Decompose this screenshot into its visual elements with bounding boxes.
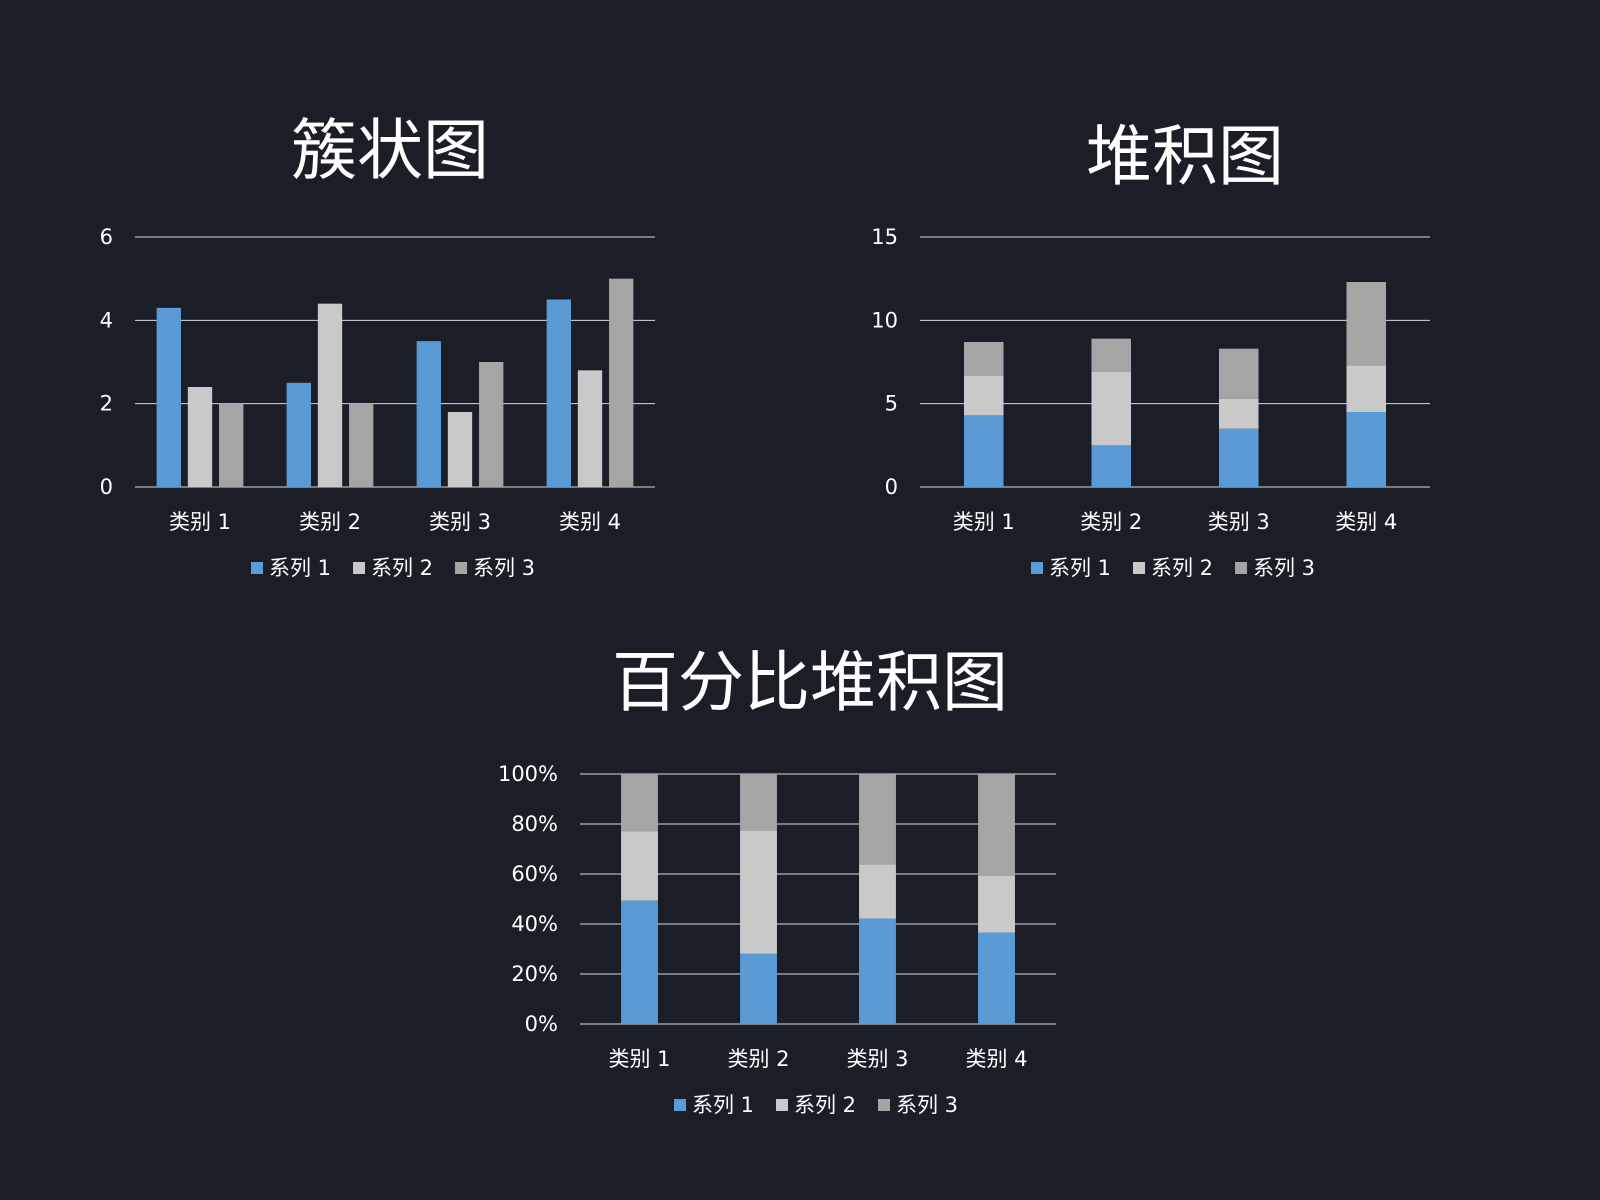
bar-segment-2-4 [1346, 365, 1387, 412]
bar-segment-1-2 [740, 953, 777, 1024]
y-tick-label: 20% [511, 962, 558, 986]
bar-segment-1-2 [1091, 445, 1132, 487]
bar-1-1 [156, 307, 181, 487]
chart-title: 百分比堆积图 [612, 644, 1008, 721]
legend-label-3: 系列 3 [896, 1093, 958, 1117]
x-tick-label: 类别 3 [1208, 510, 1270, 534]
x-tick-label: 类别 1 [953, 510, 1015, 534]
x-tick-label: 类别 3 [429, 510, 491, 534]
bar-segment-3-2 [1091, 338, 1132, 372]
x-tick-label: 类别 3 [846, 1047, 908, 1071]
bar-3-1 [219, 403, 244, 487]
y-tick-label: 6 [100, 225, 113, 249]
bar-segment-3-1 [963, 342, 1004, 376]
legend-swatch-1 [674, 1099, 686, 1111]
bar-segment-1-1 [621, 900, 658, 1024]
bar-2-3 [447, 412, 473, 487]
bar-segment-1-3 [859, 918, 896, 1024]
bar-2-4 [577, 370, 603, 487]
x-tick-label: 类别 2 [1080, 510, 1142, 534]
x-tick-label: 类别 1 [169, 510, 231, 534]
legend-label-2: 系列 2 [1151, 556, 1213, 580]
legend-swatch-1 [1031, 562, 1043, 574]
bar-1-4 [546, 299, 571, 487]
stacked-chart-panel: 堆积图 0 5 10 15 类别 1 类别 2 类别 3 类别 4 系列 1 系列 2 系列 3 [860, 110, 1480, 610]
legend-label-2: 系列 2 [371, 556, 433, 580]
bar-segment-2-1 [963, 375, 1004, 416]
y-tick-label: 5 [885, 392, 898, 416]
bar-segment-3-3 [1218, 348, 1259, 399]
x-tick-label: 类别 4 [965, 1047, 1027, 1071]
bar-segment-1-4 [1346, 412, 1387, 487]
bar-1-2 [286, 382, 311, 487]
x-tick-label: 类别 2 [299, 510, 361, 534]
bar-3-2 [349, 403, 374, 487]
x-tick-label: 类别 4 [1335, 510, 1397, 534]
bar-2-1 [187, 387, 213, 487]
bar-segment-3-4 [1346, 282, 1387, 366]
clustered-chart-panel: 簇状图 0 2 4 6 类别 1 类别 2 类别 3 类别 4 系列 1 系列 2 系列 3 [95, 110, 685, 610]
y-tick-label: 80% [511, 812, 558, 836]
y-tick-label: 60% [511, 862, 558, 886]
bar-1-3 [416, 341, 441, 487]
bar-segment-2-2 [740, 830, 777, 954]
legend-label-2: 系列 2 [794, 1093, 856, 1117]
bar-3-4 [609, 278, 634, 487]
legend-label-1: 系列 1 [269, 556, 331, 580]
y-tick-label: 4 [100, 308, 113, 332]
legend-label-1: 系列 1 [692, 1093, 754, 1117]
bar-segment-1-4 [978, 932, 1015, 1024]
bar-2-2 [317, 303, 343, 487]
bar-3-3 [479, 362, 504, 487]
bar-segment-3-2 [740, 774, 777, 831]
legend-label-3: 系列 3 [1253, 556, 1315, 580]
y-tick-label: 40% [511, 912, 558, 936]
chart-title: 簇状图 [291, 112, 489, 189]
bar-segment-1-1 [963, 415, 1004, 487]
legend-swatch-2 [1133, 562, 1145, 574]
y-tick-label: 15 [871, 225, 898, 249]
bar-segment-2-3 [859, 864, 896, 919]
clustered-bar-chart: 0 2 4 6 类别 1 类别 2 类别 3 类别 4 系列 1 系列 2 系列 3 [100, 225, 655, 580]
bar-segment-3-1 [621, 774, 658, 832]
legend-swatch-2 [353, 562, 365, 574]
bar-segment-3-3 [859, 774, 896, 865]
bar-segment-3-4 [978, 774, 1015, 876]
x-tick-label: 类别 2 [727, 1047, 789, 1071]
bar-segment-2-1 [621, 831, 658, 901]
stacked-bar-chart: 0 5 10 15 类别 1 类别 2 类别 3 类别 4 系列 1 系列 2 系列 3 [871, 225, 1430, 580]
percent-stacked-bar-chart: 0% 20% 40% 60% 80% 100% 类别 1 类别 2 类别 3 类别 4 系列 1 系列… [498, 762, 1056, 1117]
y-tick-label: 100% [498, 762, 558, 786]
y-tick-label: 0% [525, 1012, 558, 1036]
legend-swatch-3 [878, 1099, 890, 1111]
bar-segment-1-3 [1218, 428, 1259, 487]
x-tick-label: 类别 4 [559, 510, 621, 534]
legend-swatch-3 [455, 562, 467, 574]
percent-chart-panel: 百分比堆积图 0% 20% 40% 60% 80% 100% 类别 1 类别 2 类别 3 类别 … [498, 644, 1120, 1170]
y-tick-label: 0 [100, 475, 113, 499]
x-tick-label: 类别 1 [608, 1047, 670, 1071]
legend-swatch-3 [1235, 562, 1247, 574]
y-tick-label: 10 [871, 308, 898, 332]
bar-segment-2-4 [978, 875, 1015, 933]
y-tick-label: 0 [885, 475, 898, 499]
legend-swatch-2 [776, 1099, 788, 1111]
bar-segment-2-2 [1091, 372, 1132, 446]
y-tick-label: 2 [100, 392, 113, 416]
legend-label-3: 系列 3 [473, 556, 535, 580]
chart-title: 堆积图 [1086, 118, 1284, 195]
legend-swatch-1 [251, 562, 263, 574]
legend-label-1: 系列 1 [1049, 556, 1111, 580]
bar-segment-2-3 [1218, 398, 1259, 429]
